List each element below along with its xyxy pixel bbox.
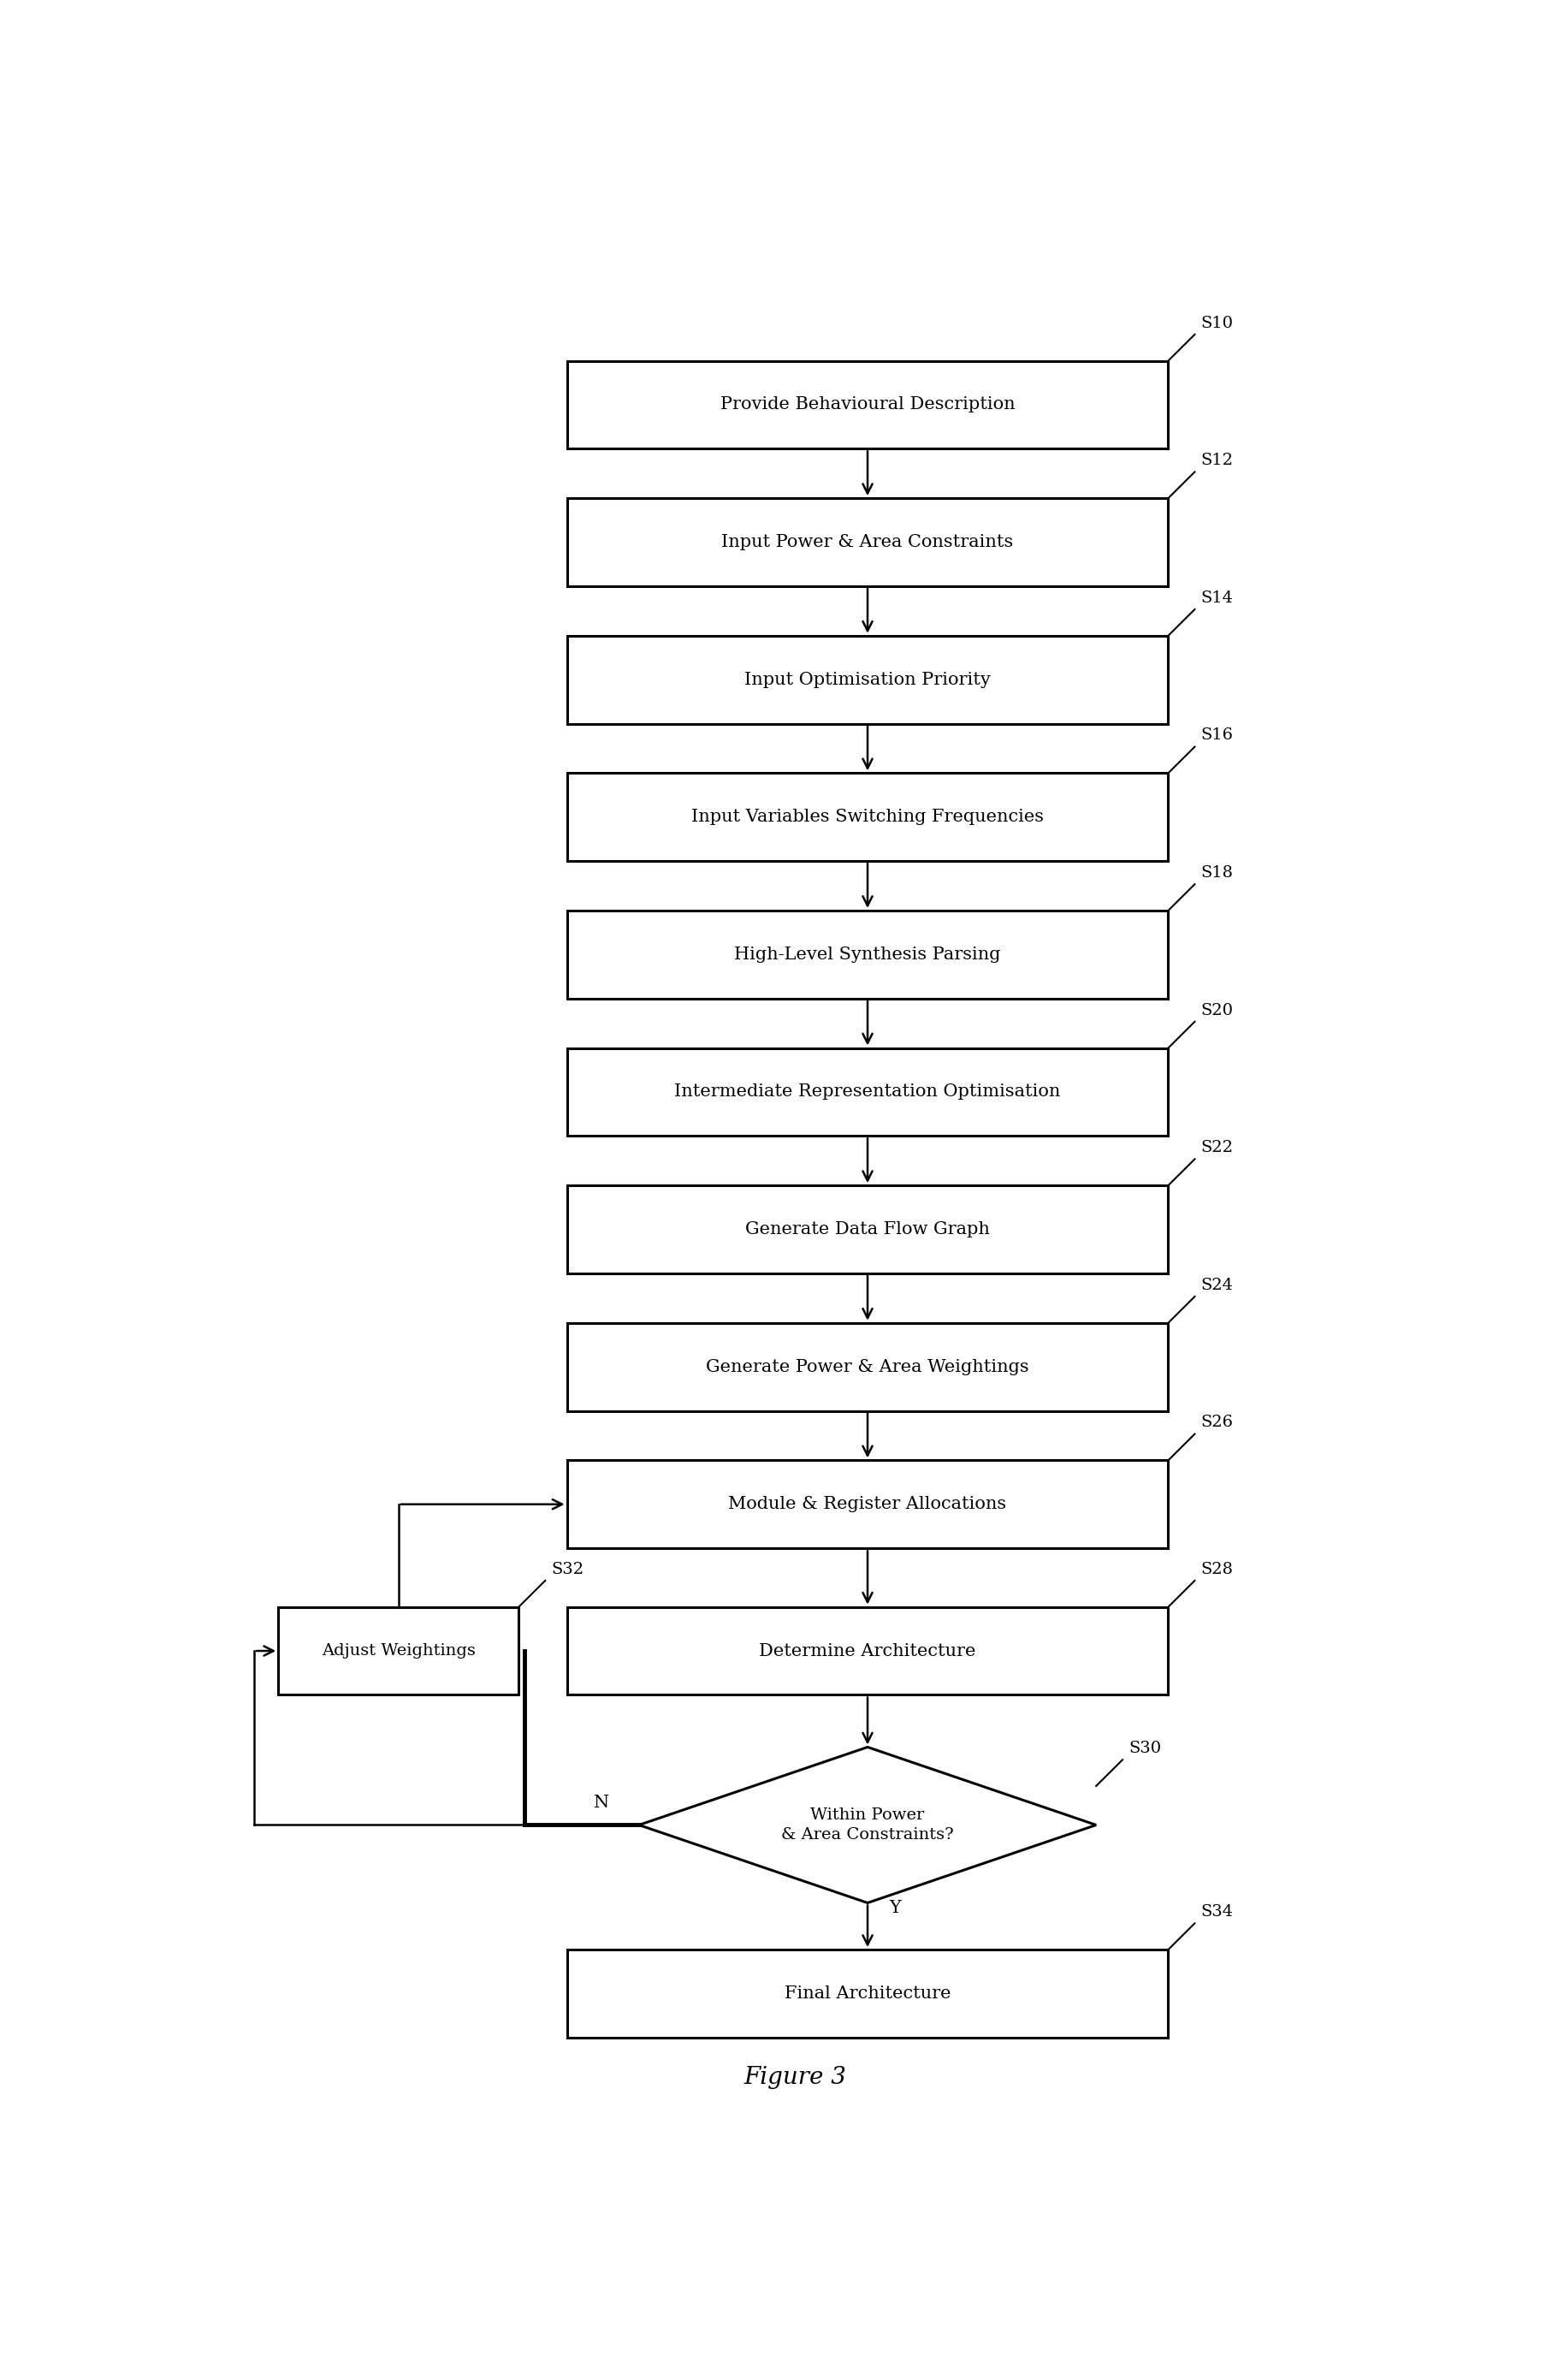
Text: S18: S18 <box>1201 866 1234 881</box>
Text: S12: S12 <box>1201 452 1234 469</box>
Bar <box>566 774 1169 862</box>
Bar <box>566 1323 1169 1411</box>
Bar <box>566 912 1169 1000</box>
Text: S24: S24 <box>1201 1278 1234 1292</box>
Bar <box>566 497 1169 585</box>
Text: Input Variables Switching Frequencies: Input Variables Switching Frequencies <box>691 809 1044 826</box>
Text: Adjust Weightings: Adjust Weightings <box>321 1642 475 1659</box>
Text: S10: S10 <box>1201 317 1234 331</box>
Text: S26: S26 <box>1201 1416 1234 1430</box>
Text: High-Level Synthesis Parsing: High-Level Synthesis Parsing <box>734 947 1001 962</box>
Text: Final Architecture: Final Architecture <box>784 1985 951 2002</box>
Bar <box>566 635 1169 724</box>
Text: Generate Data Flow Graph: Generate Data Flow Graph <box>745 1221 990 1238</box>
Text: Generate Power & Area Weightings: Generate Power & Area Weightings <box>706 1359 1029 1376</box>
Text: N: N <box>593 1795 608 1811</box>
Bar <box>566 1949 1169 2037</box>
Text: Figure 3: Figure 3 <box>743 2066 847 2090</box>
Bar <box>566 362 1169 450</box>
Text: Provide Behavioural Description: Provide Behavioural Description <box>720 397 1015 412</box>
Text: S30: S30 <box>1128 1740 1161 1756</box>
Polygon shape <box>639 1747 1096 1904</box>
Text: Intermediate Representation Optimisation: Intermediate Representation Optimisation <box>675 1083 1060 1100</box>
Bar <box>278 1607 518 1695</box>
Bar <box>566 1185 1169 1273</box>
Text: Determine Architecture: Determine Architecture <box>759 1642 976 1659</box>
Text: Input Power & Area Constraints: Input Power & Area Constraints <box>722 533 1013 550</box>
Text: S14: S14 <box>1201 590 1234 605</box>
Bar <box>566 1607 1169 1695</box>
Bar <box>566 1047 1169 1135</box>
Text: Within Power
& Area Constraints?: Within Power & Area Constraints? <box>781 1806 954 1842</box>
Text: S20: S20 <box>1201 1002 1234 1019</box>
Text: Module & Register Allocations: Module & Register Allocations <box>728 1497 1007 1511</box>
Bar <box>566 1461 1169 1549</box>
Text: Y: Y <box>889 1899 902 1916</box>
Text: S32: S32 <box>551 1561 584 1578</box>
Text: S28: S28 <box>1201 1561 1234 1578</box>
Text: S34: S34 <box>1201 1904 1234 1921</box>
Text: S16: S16 <box>1201 728 1234 743</box>
Text: S22: S22 <box>1201 1140 1234 1154</box>
Text: Input Optimisation Priority: Input Optimisation Priority <box>745 671 990 688</box>
